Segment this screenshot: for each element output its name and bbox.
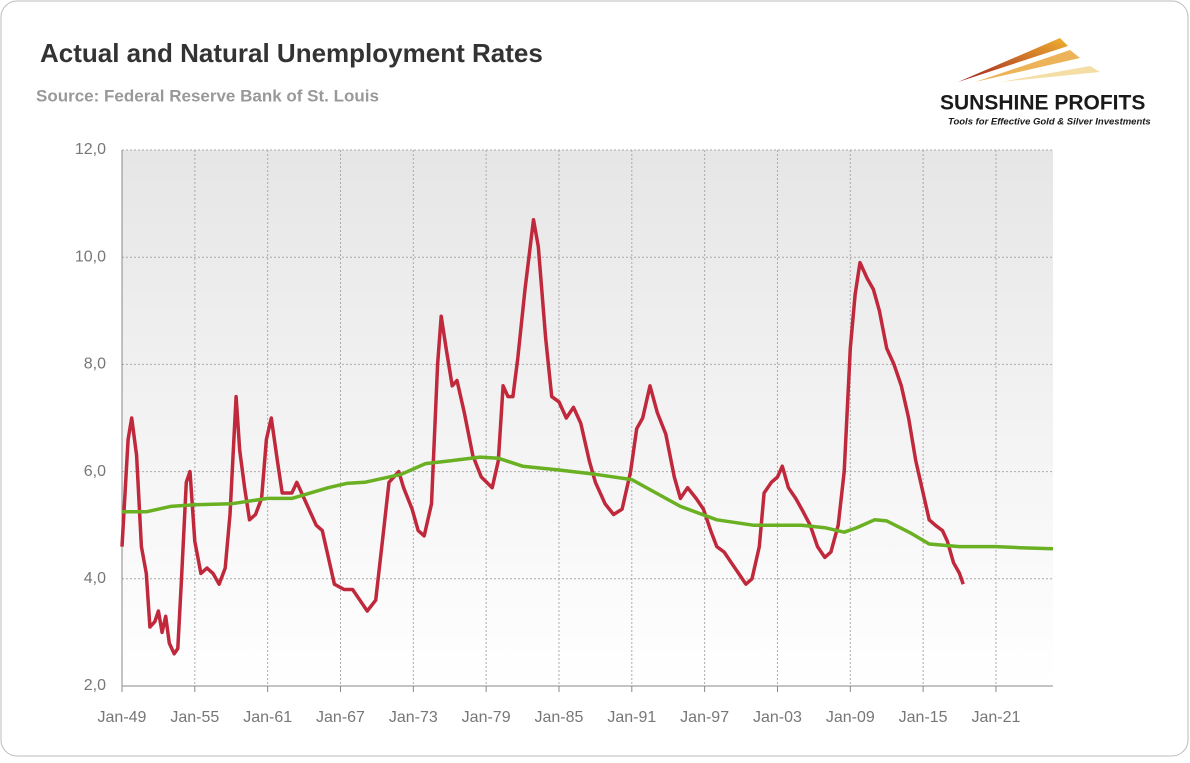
- series-line: [120, 217, 965, 656]
- y-tick-label: 12,0: [75, 141, 106, 158]
- x-tick-label: Jan-55: [170, 709, 219, 726]
- x-tick-label: Jan-21: [971, 709, 1020, 726]
- x-tick-label: Jan-79: [462, 709, 511, 726]
- logo-ray: [975, 50, 1080, 82]
- chart-title: Actual and Natural Unemployment Rates: [40, 38, 543, 68]
- x-tick-label: Jan-15: [899, 709, 948, 726]
- y-tick-label: 10,0: [75, 248, 106, 265]
- x-tick-label: Jan-49: [98, 709, 147, 726]
- logo-name: SUNSHINE PROFITS: [940, 92, 1145, 115]
- logo-ray: [1000, 66, 1100, 82]
- y-tick-label: 6,0: [84, 463, 106, 480]
- y-tick-label: 4,0: [84, 570, 106, 587]
- x-tick-label: Jan-73: [389, 709, 438, 726]
- x-tick-label: Jan-03: [753, 709, 802, 726]
- x-tick-label: Jan-97: [680, 709, 729, 726]
- y-tick-label: 2,0: [84, 677, 106, 694]
- chart-subtitle: Source: Federal Reserve Bank of St. Loui…: [36, 86, 379, 105]
- plot-area: [122, 150, 1053, 686]
- logo: SUNSHINE PROFITS Tools for Effective Gol…: [940, 38, 1151, 128]
- x-tick-label: Jan-85: [535, 709, 584, 726]
- x-tick-label: Jan-67: [316, 709, 365, 726]
- y-tick-label: 8,0: [84, 356, 106, 373]
- logo-tagline: Tools for Effective Gold & Silver Invest…: [948, 117, 1151, 128]
- x-tick-label: Jan-09: [826, 709, 875, 726]
- logo-ray: [958, 38, 1068, 82]
- x-tick-label: Jan-61: [243, 709, 292, 726]
- series-line: [122, 455, 1054, 551]
- x-tick-label: Jan-91: [607, 709, 656, 726]
